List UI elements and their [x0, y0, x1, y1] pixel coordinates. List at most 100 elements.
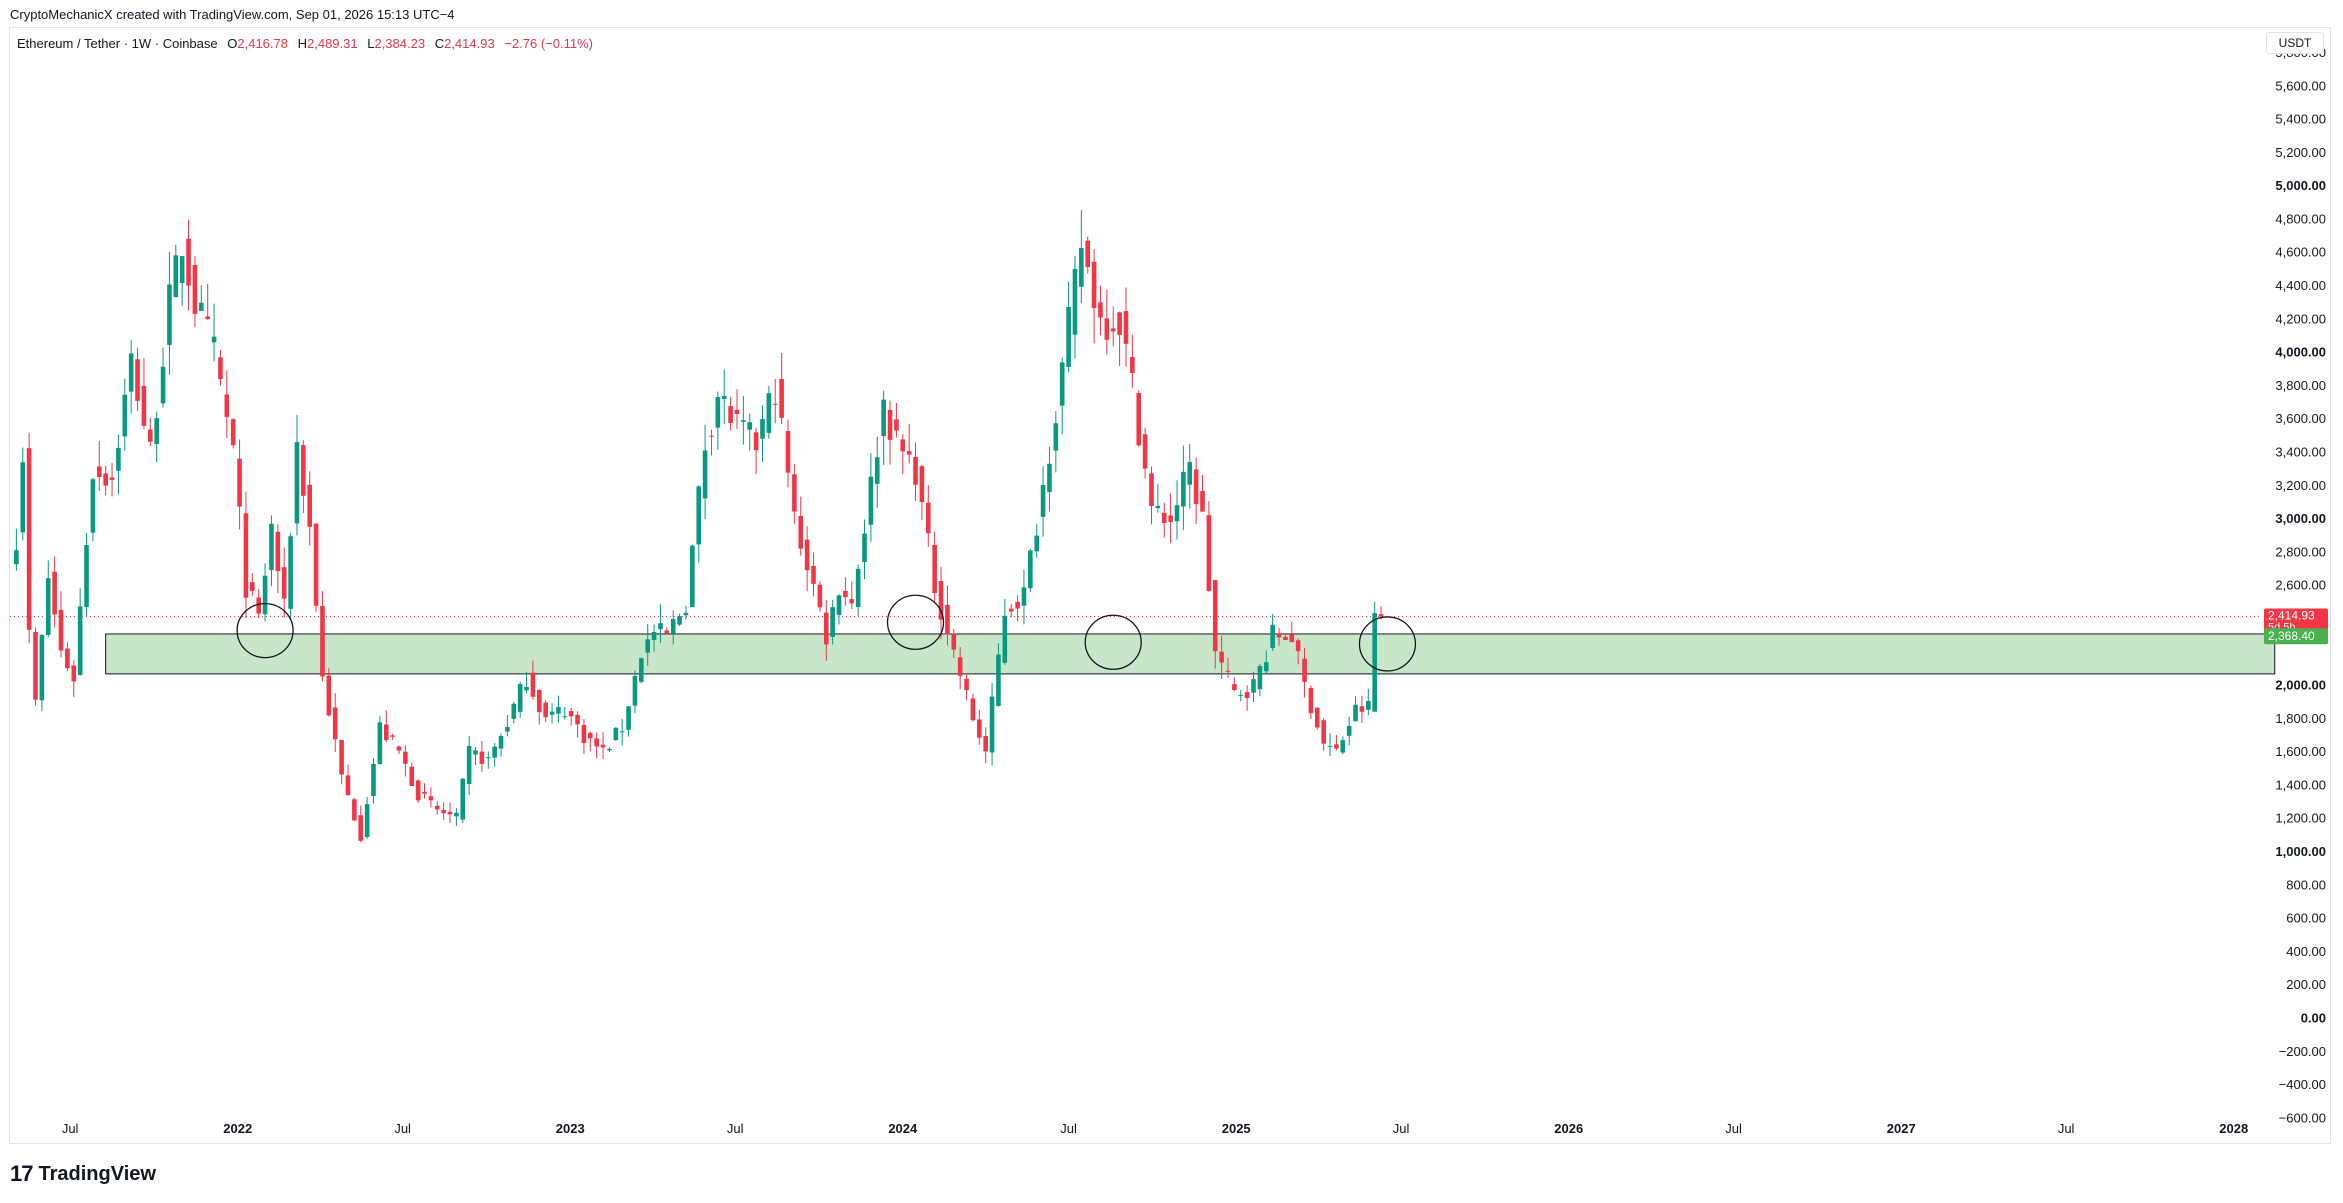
- candle-body: [690, 545, 695, 607]
- candle-body: [683, 612, 689, 616]
- low-label: L: [367, 36, 375, 51]
- candle-body: [307, 484, 313, 527]
- x-tick-label: Jul: [62, 1121, 79, 1136]
- candle-body: [288, 536, 293, 609]
- candle-body: [447, 811, 453, 815]
- candle-body: [1295, 640, 1301, 652]
- tradingview-logo[interactable]: 17 TradingView: [10, 1161, 156, 1187]
- candle-body: [45, 578, 51, 635]
- candle-body: [983, 736, 988, 752]
- candle-body: [1366, 700, 1371, 710]
- candle-body: [154, 418, 159, 445]
- candle-body: [199, 302, 204, 311]
- candle-body: [721, 395, 727, 399]
- candle-body: [109, 477, 115, 480]
- candle-body: [20, 462, 26, 533]
- candle-body: [147, 429, 153, 442]
- y-tick-label: 600.00: [2286, 911, 2326, 926]
- y-tick-label: 5,000.00: [2275, 178, 2326, 193]
- candle-body: [358, 815, 364, 841]
- candle-body: [543, 702, 548, 718]
- highlight-ellipse: [1084, 614, 1142, 670]
- candle-body: [1008, 608, 1014, 612]
- candle-body: [1314, 707, 1320, 728]
- y-tick-label: 800.00: [2286, 877, 2326, 892]
- candle-body: [734, 409, 740, 414]
- candle-body: [160, 366, 166, 404]
- y-tick-label: 3,800.00: [2275, 378, 2326, 393]
- chart-credit: CryptoMechanicX created with TradingView…: [10, 7, 455, 22]
- candle-body: [1378, 614, 1384, 617]
- y-tick-label: 2,000.00: [2275, 678, 2326, 693]
- candle-body: [1047, 463, 1052, 492]
- y-tick-label: 400.00: [2286, 944, 2326, 959]
- candle-body: [1053, 423, 1059, 451]
- currency-selector[interactable]: USDT: [2266, 32, 2324, 54]
- candle-body: [71, 665, 77, 682]
- candle-body: [772, 403, 778, 405]
- candle-body: [517, 683, 523, 712]
- y-tick-label: 1,600.00: [2275, 744, 2326, 759]
- candle-body: [58, 609, 64, 651]
- candle-body: [1181, 471, 1186, 507]
- candle-body: [843, 590, 848, 598]
- x-tick-label: 2024: [888, 1121, 918, 1136]
- candle-body: [262, 575, 268, 615]
- candle-body: [753, 432, 759, 451]
- candle-body: [77, 606, 83, 675]
- candle-body: [906, 451, 912, 455]
- y-tick-label: −600.00: [2279, 1110, 2326, 1125]
- candle-body: [256, 597, 261, 614]
- candle-body: [205, 316, 210, 320]
- candle-body: [575, 714, 580, 725]
- current-price-label: 2,414.93: [2268, 608, 2315, 622]
- zone-price-badge: [2264, 628, 2328, 645]
- candle-body: [568, 711, 574, 717]
- candle-body: [651, 632, 657, 640]
- y-tick-label: 4,400.00: [2275, 278, 2326, 293]
- highlight-ellipse: [1358, 616, 1417, 672]
- y-tick-label: 0.00: [2301, 1010, 2326, 1025]
- candle-body: [868, 476, 874, 525]
- candle-body: [1117, 312, 1122, 335]
- candle-body: [792, 474, 797, 512]
- x-tick-label: 2028: [2219, 1121, 2248, 1136]
- candle-body: [823, 612, 829, 645]
- candle-body: [173, 255, 179, 298]
- candle-body: [141, 385, 147, 426]
- candle-body: [1334, 744, 1339, 749]
- candle-body: [760, 419, 765, 439]
- candle-body: [855, 568, 861, 608]
- candle-body: [1283, 636, 1288, 641]
- candle-body: [1028, 550, 1033, 589]
- candle-body: [964, 678, 969, 691]
- y-tick-label: 1,800.00: [2275, 711, 2326, 726]
- candle-body: [747, 422, 753, 430]
- close-label: C: [434, 36, 445, 51]
- candle-body: [639, 658, 644, 682]
- x-tick-label: 2022: [223, 1121, 252, 1136]
- candle-body: [894, 419, 899, 431]
- candle-body: [492, 746, 497, 758]
- candle-body: [779, 378, 784, 418]
- candle-body: [14, 550, 19, 565]
- candle-body: [90, 479, 96, 533]
- x-tick-label: Jul: [727, 1121, 744, 1136]
- highlight-ellipse: [236, 602, 294, 659]
- y-tick-label: 3,000.00: [2275, 511, 2326, 526]
- candle-body: [913, 456, 918, 485]
- candle-body: [403, 751, 408, 764]
- candle-body: [664, 630, 670, 634]
- candle-body: [135, 359, 140, 401]
- candle-body: [741, 420, 746, 422]
- y-tick-label: 5,600.00: [2275, 78, 2326, 93]
- candle-body: [454, 812, 459, 817]
- candle-body: [1251, 679, 1256, 693]
- candle-body: [473, 750, 478, 755]
- candle-body: [1372, 613, 1377, 712]
- candle-body: [1098, 302, 1103, 318]
- candle-body: [326, 675, 332, 716]
- close-value: 2,414.93: [444, 36, 495, 51]
- candle-body: [658, 623, 663, 630]
